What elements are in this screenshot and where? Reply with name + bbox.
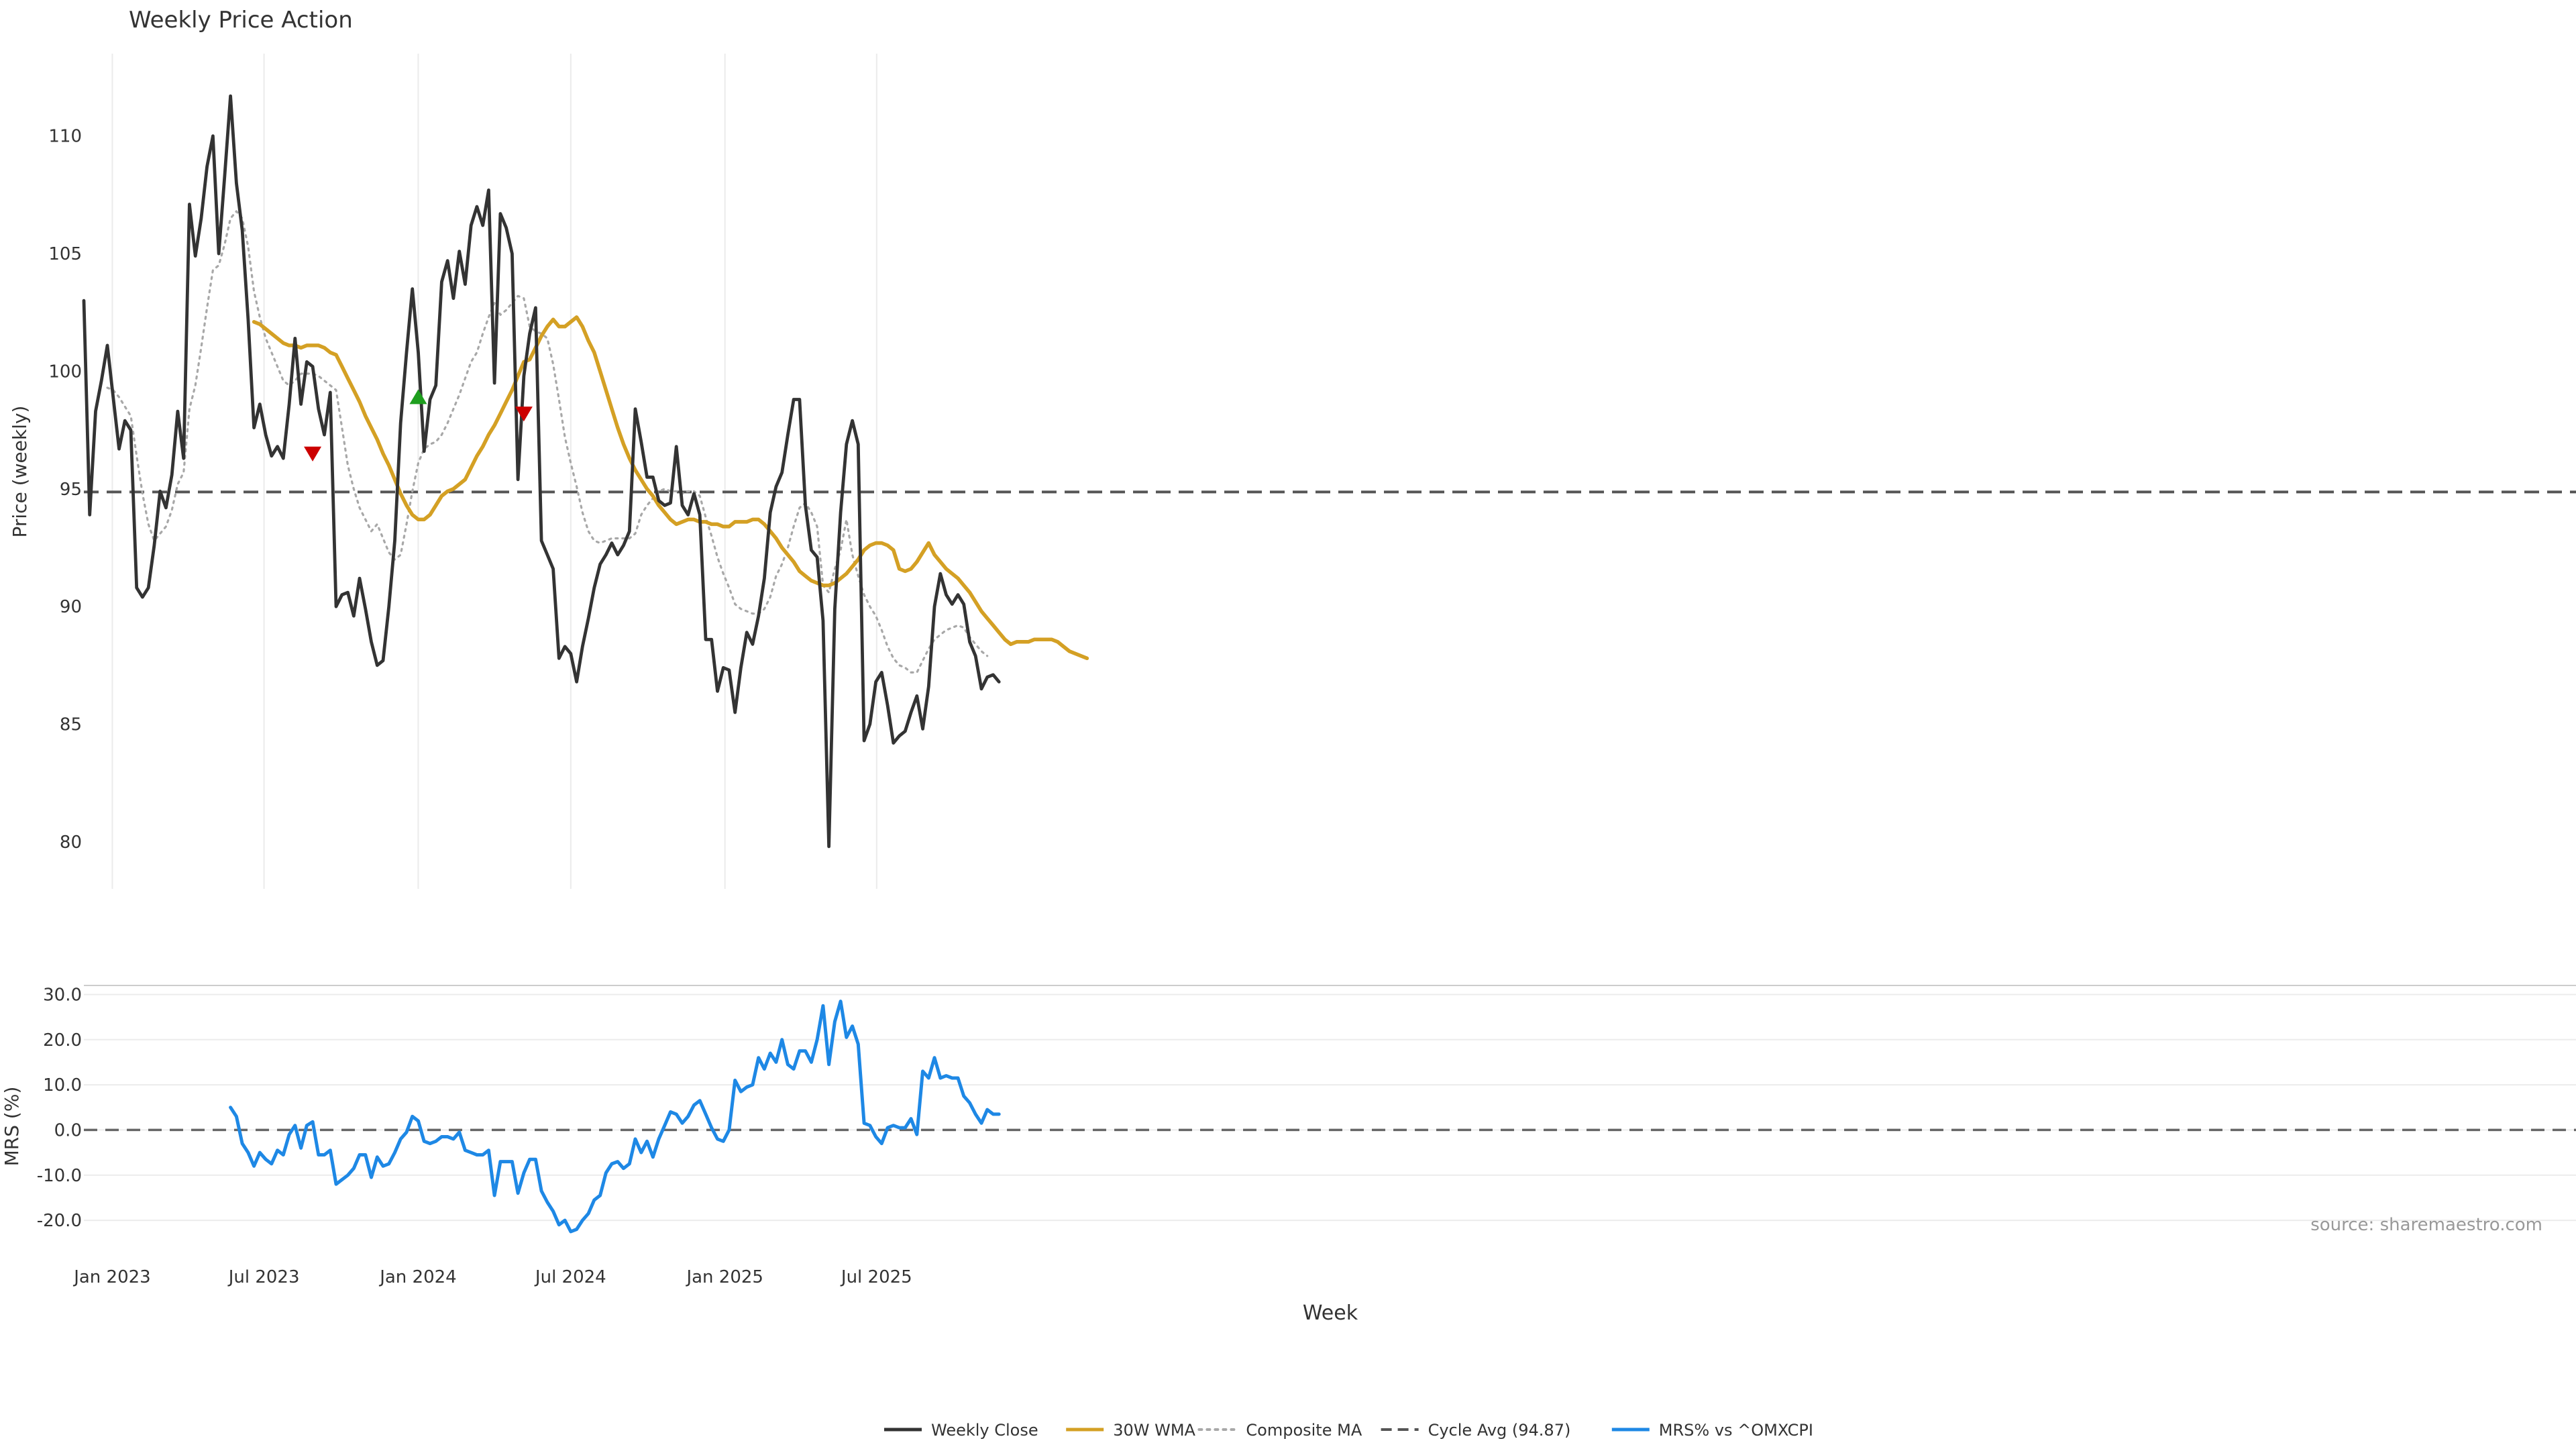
price-panel: 80 85 90 95 100 105 110 Weekly Price Action Pr… — [9, 7, 2576, 889]
legend-item: MRS% vs ^OMXCPI — [1611, 1421, 1813, 1440]
mrs-y-tick-label: 10.0 — [43, 1075, 82, 1095]
chart-title: Weekly Price Action — [129, 7, 353, 34]
legend-label: MRS% vs ^OMXCPI — [1659, 1421, 1813, 1440]
price-y-tick-label: 85 — [60, 715, 82, 735]
source-note: source: sharemaestro.com — [2310, 1215, 2542, 1235]
price-y-tick-label: 90 — [60, 597, 82, 617]
mrs-y-axis-label: MRS (%) — [1, 1087, 23, 1167]
price-series — [82, 94, 2576, 849]
weekly-close-line — [82, 94, 1001, 849]
legend-label: Cycle Avg (94.87) — [1428, 1421, 1571, 1440]
legend-item: 30W WMA — [1066, 1421, 1196, 1440]
legend-item: Weekly Close — [884, 1421, 1038, 1440]
mrs-y-tick-label: 30.0 — [43, 985, 82, 1005]
legend-item: Cycle Avg (94.87) — [1381, 1421, 1571, 1440]
mrs-y-tick-label: 0.0 — [54, 1120, 82, 1140]
price-y-tick-label: 105 — [48, 244, 82, 264]
buy-signal-marker — [409, 389, 427, 405]
mrs-y-ticks: 30.0 20.0 10.0 0.0 -10.0 -20.0 — [37, 985, 82, 1231]
x-tick-label: Jan 2023 — [72, 1267, 151, 1287]
legend-label: Weekly Close — [931, 1421, 1038, 1440]
wma-30w-line — [252, 315, 1089, 661]
price-y-axis-label: Price (weekly) — [9, 406, 31, 538]
mrs-y-tick-label: 20.0 — [43, 1030, 82, 1051]
mrs-panel: 30.0 20.0 10.0 0.0 -10.0 -20.0 Jan 2023 Jul 20… — [1, 985, 2576, 1325]
price-y-tick-label: 80 — [60, 833, 82, 853]
legend-label: 30W WMA — [1113, 1421, 1195, 1440]
x-tick-label: Jul 2023 — [227, 1267, 300, 1287]
x-axis-ticks: Jan 2023 Jul 2023 Jan 2024 Jul 2024 Jan 2025… — [72, 1267, 912, 1287]
price-grid — [111, 54, 877, 889]
price-y-ticks: 80 85 90 95 100 105 110 — [48, 127, 82, 853]
mrs-y-tick-label: -10.0 — [37, 1166, 82, 1186]
x-tick-label: Jan 2024 — [378, 1267, 457, 1287]
mrs-y-tick-label: -20.0 — [37, 1211, 82, 1231]
x-tick-label: Jul 2025 — [840, 1267, 912, 1287]
legend-label: Composite MA — [1246, 1421, 1362, 1440]
composite-ma-line — [106, 210, 989, 674]
x-tick-label: Jan 2025 — [685, 1267, 763, 1287]
mrs-line — [229, 1000, 1001, 1234]
price-y-tick-label: 100 — [48, 362, 82, 382]
mrs-series — [229, 1000, 1001, 1234]
signal-markers — [304, 389, 533, 462]
x-axis-label: Week — [1303, 1301, 1358, 1325]
x-tick-label: Jul 2024 — [534, 1267, 606, 1287]
sell-signal-marker — [304, 446, 322, 462]
legend-item: Composite MA — [1197, 1421, 1362, 1440]
price-y-tick-label: 95 — [60, 480, 82, 500]
price-y-tick-label: 110 — [48, 127, 82, 147]
legend: Weekly Close 30W WMA Composite MA Cycle Avg… — [884, 1421, 1813, 1440]
sell-signal-marker — [515, 407, 533, 422]
